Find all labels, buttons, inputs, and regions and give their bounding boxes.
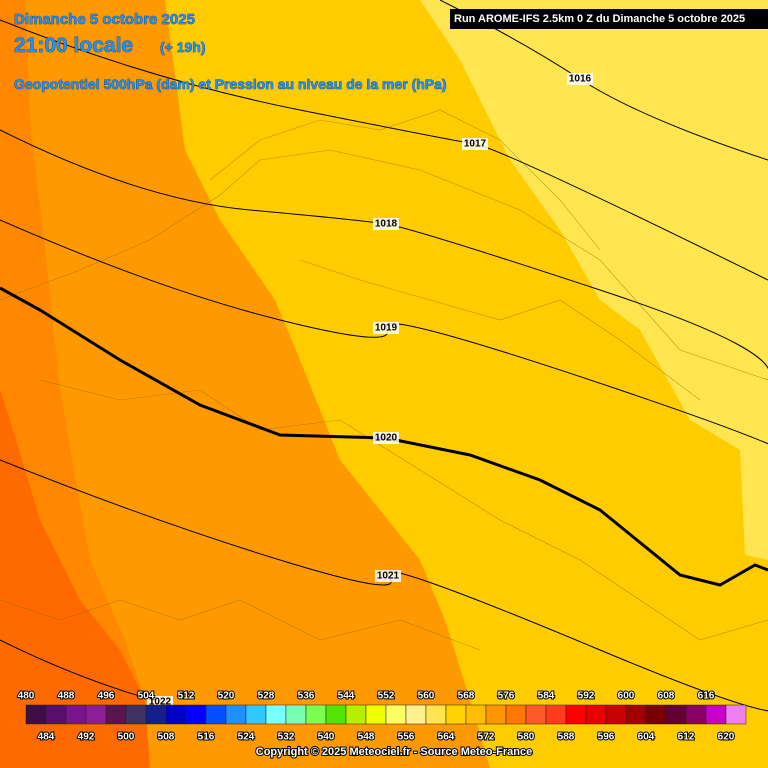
- scale-swatch: [105, 704, 127, 725]
- scale-swatch: [245, 704, 267, 725]
- isobar-label-bg: [462, 138, 488, 150]
- scale-swatch: [585, 704, 607, 725]
- scale-swatch: [705, 704, 727, 725]
- scale-swatch: [525, 704, 547, 725]
- scale-label: 484: [38, 732, 55, 743]
- scale-swatch: [685, 704, 707, 725]
- scale-label: 488: [58, 691, 75, 702]
- scale-swatch: [125, 704, 147, 725]
- isobar-label-bg: [375, 570, 401, 582]
- scale-label: 548: [358, 732, 375, 743]
- scale-label: 512: [178, 691, 195, 702]
- scale-label: 520: [218, 691, 235, 702]
- scale-swatch: [25, 704, 47, 725]
- scale-swatch: [385, 704, 407, 725]
- scale-swatch: [85, 704, 107, 725]
- time: 21:00 locale: [14, 34, 133, 57]
- date: Dimanche 5 octobre 2025: [14, 11, 195, 28]
- scale-swatch: [265, 704, 287, 725]
- scale-swatch: [185, 704, 207, 725]
- scale-label: 616: [698, 691, 715, 702]
- scale-label: 552: [378, 691, 395, 702]
- isobar-label: 1020: [375, 433, 398, 444]
- scale-swatch: [665, 704, 687, 725]
- borders: [0, 109, 768, 651]
- isobar-label: 1021: [377, 571, 400, 582]
- scale-label: 540: [318, 732, 335, 743]
- scale-swatch: [285, 704, 307, 725]
- isobar-label: 1022: [149, 697, 172, 708]
- scale-label: 508: [158, 732, 175, 743]
- field-556: [420, 0, 768, 560]
- scale-swatch: [165, 704, 187, 725]
- scale-label: 528: [258, 691, 275, 702]
- scale-swatch: [425, 704, 447, 725]
- scale-swatch: [305, 704, 327, 725]
- scale-swatch: [605, 704, 627, 725]
- isobar-label-bg: [373, 322, 399, 334]
- scale-label: 592: [578, 691, 595, 702]
- field-568: [0, 0, 490, 768]
- scale-label: 612: [678, 732, 695, 743]
- scale-swatch: [345, 704, 367, 725]
- scale-label: 576: [498, 691, 515, 702]
- scale-label: 620: [718, 732, 735, 743]
- isobar-label-bg: [373, 432, 399, 444]
- scale-label: 500: [118, 732, 135, 743]
- isobar-label-bg: [567, 73, 593, 85]
- scale-swatch: [505, 704, 527, 725]
- scale-swatch: [485, 704, 507, 725]
- scale-label: 524: [238, 732, 255, 743]
- copyright: Copyright © 2025 Meteociel.fr - Source M…: [256, 746, 532, 758]
- scale-swatch: [545, 704, 567, 725]
- scale-swatch: [465, 704, 487, 725]
- scale-label: 588: [558, 732, 575, 743]
- scale-label: 504: [138, 691, 155, 702]
- isobar-label: 1018: [375, 219, 398, 230]
- scale-label: 600: [618, 691, 635, 702]
- scale-label: 556: [398, 732, 415, 743]
- scale-label: 532: [278, 732, 295, 743]
- run-info: Run AROME-IFS 2.5km 0 Z du Dimanche 5 oc…: [454, 13, 745, 25]
- scale-label: 536: [298, 691, 315, 702]
- scale-swatch: [365, 704, 387, 725]
- scale-label: 608: [658, 691, 675, 702]
- scale-swatch: [645, 704, 667, 725]
- scale-label: 596: [598, 732, 615, 743]
- isobar-label-bg: [373, 218, 399, 230]
- scale-label: 580: [518, 732, 535, 743]
- scale-swatch: [445, 704, 467, 725]
- scale-swatch: [625, 704, 647, 725]
- isobar-label: 1019: [375, 323, 398, 334]
- scale-swatch: [145, 704, 167, 725]
- scale-swatch: [65, 704, 87, 725]
- scale-swatch: [565, 704, 587, 725]
- isobars: [0, 0, 768, 712]
- scale-label: 480: [18, 691, 35, 702]
- scale-swatch: [205, 704, 227, 725]
- isobar-label: 1016: [569, 74, 592, 85]
- scale-swatch: [225, 704, 247, 725]
- scale-swatch: [405, 704, 427, 725]
- scale-label: 544: [338, 691, 355, 702]
- scale-label: 564: [438, 732, 455, 743]
- scale-label: 568: [458, 691, 475, 702]
- scale-swatch: [325, 704, 347, 725]
- lead-time: (+ 19h): [160, 39, 206, 55]
- scale-label: 560: [418, 691, 435, 702]
- scale-swatch: [725, 704, 747, 725]
- subtitle: Geopotentiel 500hPa (dam) et Pression au…: [14, 76, 447, 92]
- scale-label: 584: [538, 691, 555, 702]
- scale-label: 572: [478, 732, 495, 743]
- scale-label: 604: [638, 732, 655, 743]
- scale-label: 516: [198, 732, 215, 743]
- isobar-label: 1017: [464, 139, 487, 150]
- scale-label: 496: [98, 691, 115, 702]
- scale-swatch: [45, 704, 67, 725]
- run-box: [450, 9, 768, 29]
- scale-label: 492: [78, 732, 95, 743]
- field-572: [0, 390, 150, 768]
